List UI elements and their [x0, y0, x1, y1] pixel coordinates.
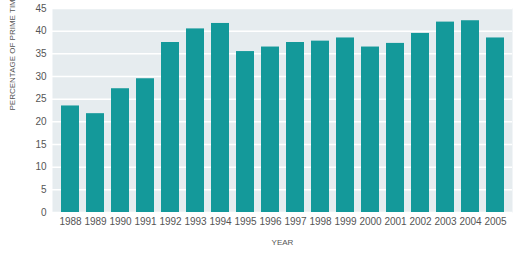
svg-text:20: 20 [35, 116, 47, 127]
svg-text:15: 15 [35, 139, 47, 150]
svg-text:2002: 2002 [409, 216, 432, 227]
svg-text:40: 40 [35, 25, 47, 36]
svg-text:1989: 1989 [84, 216, 107, 227]
svg-text:2003: 2003 [434, 216, 457, 227]
svg-text:YEAR: YEAR [272, 238, 294, 247]
svg-text:0: 0 [41, 207, 47, 218]
svg-text:2004: 2004 [459, 216, 482, 227]
svg-text:2001: 2001 [384, 216, 407, 227]
svg-text:45: 45 [35, 3, 47, 14]
svg-text:2005: 2005 [484, 216, 507, 227]
svg-text:1996: 1996 [259, 216, 282, 227]
svg-text:10: 10 [35, 161, 47, 172]
svg-text:5: 5 [41, 184, 47, 195]
svg-text:35: 35 [35, 48, 47, 59]
svg-text:1988: 1988 [59, 216, 82, 227]
svg-text:1991: 1991 [134, 216, 157, 227]
svg-text:1992: 1992 [159, 216, 182, 227]
svg-text:2000: 2000 [359, 216, 382, 227]
svg-text:25: 25 [35, 93, 47, 104]
svg-text:1998: 1998 [309, 216, 332, 227]
svg-text:1993: 1993 [184, 216, 207, 227]
svg-text:PERCENTAGE OF PRIME TIME HOURS: PERCENTAGE OF PRIME TIME HOURS [8, 0, 17, 111]
svg-text:1990: 1990 [109, 216, 132, 227]
svg-text:30: 30 [35, 71, 47, 82]
svg-text:1994: 1994 [209, 216, 232, 227]
svg-text:1999: 1999 [334, 216, 357, 227]
svg-text:1995: 1995 [234, 216, 257, 227]
svg-text:1997: 1997 [284, 216, 307, 227]
